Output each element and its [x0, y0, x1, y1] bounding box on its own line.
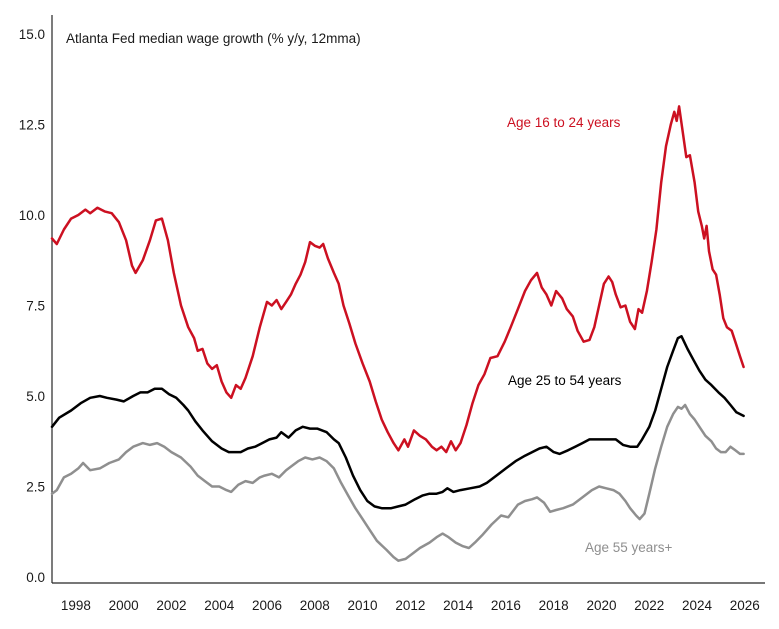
x-tick-label: 2010	[348, 598, 378, 613]
y-tick-label: 10.0	[19, 208, 45, 223]
x-tick-label: 2004	[204, 598, 235, 613]
series-label-age-55-plus: Age 55 years+	[585, 540, 673, 555]
x-tick-label: 2016	[491, 598, 521, 613]
series-label-age-25-54: Age 25 to 54 years	[508, 373, 622, 388]
y-tick-label: 2.5	[26, 480, 45, 495]
x-tick-label: 2000	[109, 598, 139, 613]
chart-title: Atlanta Fed median wage growth (% y/y, 1…	[66, 31, 361, 46]
y-tick-label: 0.0	[26, 570, 45, 585]
x-tick-label: 2014	[443, 598, 474, 613]
x-tick-label: 2024	[682, 598, 713, 613]
x-tick-label: 2012	[395, 598, 425, 613]
series-line-age-25-54	[50, 335, 745, 510]
x-tick-label: 2026	[730, 598, 760, 613]
y-tick-label: 5.0	[26, 389, 45, 404]
y-tick-label: 7.5	[26, 299, 45, 314]
series-line-age-55-plus	[50, 403, 745, 562]
y-tick-label: 12.5	[19, 118, 45, 133]
series-line-age-16-24	[50, 105, 745, 454]
x-tick-label: 2020	[586, 598, 616, 613]
series-label-age-16-24: Age 16 to 24 years	[507, 115, 621, 130]
x-tick-label: 2022	[634, 598, 664, 613]
x-tick-label: 2008	[300, 598, 330, 613]
x-tick-label: 2018	[539, 598, 569, 613]
x-tick-label: 1998	[61, 598, 91, 613]
x-tick-label: 2006	[252, 598, 282, 613]
y-tick-label: 15.0	[19, 27, 45, 42]
x-tick-label: 2002	[156, 598, 186, 613]
